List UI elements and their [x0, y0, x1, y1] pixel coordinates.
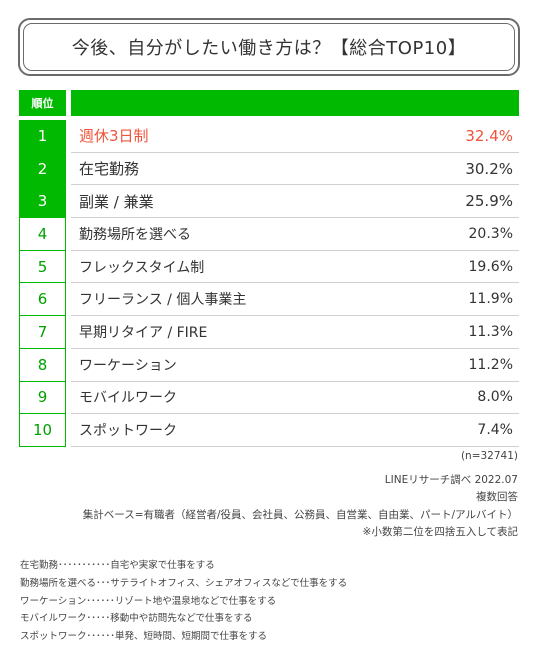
definition-line: ワーケーション･･････リゾート地や温泉地などで仕事をする — [20, 595, 277, 607]
table-header: 順位 — [19, 90, 519, 116]
header-bar — [71, 90, 519, 116]
row-content: スポットワーク 7.4% — [71, 414, 519, 447]
rank-number: 6 — [19, 283, 66, 317]
table-row: 7 早期リタイア / FIRE 11.3% — [19, 316, 519, 349]
definition-line: スポットワーク･･････単発、短時間、短期間で仕事をする — [20, 631, 268, 643]
table-row: 4 勤務場所を選べる 20.3% — [19, 218, 519, 251]
row-label: 週休3日制 — [79, 127, 149, 146]
source-note: LINEリサーチ調べ 2022.07 — [384, 473, 518, 486]
ranking-rows: 1 週休3日制 32.4% 2 在宅勤務 30.2% 3 副業 / 兼業 25.9% 4 勤務場所を… — [19, 120, 519, 447]
rank-column-header: 順位 — [19, 90, 66, 116]
table-row: 9 モバイルワーク 8.0% — [19, 381, 519, 415]
row-label: モバイルワーク — [79, 390, 177, 407]
table-row: 3 副業 / 兼業 25.9% — [19, 185, 519, 219]
definition-line: 在宅勤務･･･････････自宅や実家で仕事をする — [20, 560, 215, 571]
row-label: 副業 / 兼業 — [79, 192, 154, 211]
table-row: 10 スポットワーク 7.4% — [19, 414, 519, 447]
chart-title: 今後、自分がしたい働き方は？【総合TOP10】 — [23, 23, 515, 71]
row-value: 32.4% — [465, 126, 513, 145]
row-label: ワーケーション — [79, 357, 177, 374]
base-note: 集計ベース=有職者（経営者/役員、会社員、公務員、自営業、自由業、パート/アルバ… — [82, 508, 518, 521]
rounding-note: ※小数第二位を四捨五入して表記 — [362, 526, 518, 538]
row-content: フレックスタイム制 19.6% — [71, 251, 519, 284]
row-value: 25.9% — [465, 192, 513, 211]
title-frame-outer — [18, 18, 520, 76]
row-value: 11.2% — [468, 356, 513, 373]
definition-line: 勤務場所を選べる･･･サテライトオフィス、シェアオフィスなどで仕事をする — [20, 577, 348, 589]
row-content: ワーケーション 11.2% — [71, 349, 519, 382]
rank-number: 7 — [19, 316, 66, 349]
row-label: フレックスタイム制 — [79, 259, 205, 276]
row-content: モバイルワーク 8.0% — [71, 382, 519, 415]
row-value: 20.3% — [468, 225, 513, 242]
row-content: 週休3日制 32.4% — [71, 120, 519, 153]
row-label: 勤務場所を選べる — [79, 226, 191, 243]
row-label: 在宅勤務 — [79, 160, 140, 179]
row-label: フリーランス / 個人事業主 — [79, 292, 247, 309]
ranking-table: 順位 1 週休3日制 32.4% 2 在宅勤務 30.2% 3 副業 / 兼業 25.9% 4 勤務… — [19, 90, 519, 447]
row-content: フリーランス / 個人事業主 11.9% — [71, 283, 519, 317]
row-value: 7.4% — [477, 422, 513, 439]
row-content: 勤務場所を選べる 20.3% — [71, 218, 519, 251]
row-value: 11.3% — [468, 323, 513, 340]
notes-block: (n=32741) LINEリサーチ調べ 2022.07 複数回答 集計ベース=… — [38, 448, 518, 542]
multiple-answer-note: 複数回答 — [476, 491, 518, 503]
rank-number: 10 — [19, 414, 66, 447]
sample-size: (n=32741) — [460, 450, 518, 462]
row-content: 副業 / 兼業 25.9% — [71, 185, 519, 219]
row-value: 30.2% — [465, 159, 513, 178]
row-value: 11.9% — [468, 291, 513, 308]
definition-line: モバイルワーク･････移動中や訪問先などで仕事をする — [20, 613, 253, 625]
rank-number: 1 — [19, 120, 66, 153]
row-label: スポットワーク — [79, 423, 177, 440]
rank-number: 4 — [19, 218, 66, 251]
row-content: 在宅勤務 30.2% — [71, 153, 519, 186]
table-row: 8 ワーケーション 11.2% — [19, 348, 519, 382]
rank-number: 5 — [19, 250, 66, 284]
table-row: 6 フリーランス / 個人事業主 11.9% — [19, 283, 519, 317]
table-row: 2 在宅勤務 30.2% — [19, 152, 519, 186]
row-content: 早期リタイア / FIRE 11.3% — [71, 316, 519, 349]
rank-number: 2 — [19, 152, 66, 186]
table-row: 1 週休3日制 32.4% — [19, 120, 519, 153]
row-value: 8.0% — [477, 389, 513, 406]
row-label: 早期リタイア / FIRE — [79, 324, 208, 341]
table-row: 5 フレックスタイム制 19.6% — [19, 250, 519, 284]
definitions-block: 在宅勤務･･･････････自宅や実家で仕事をする 勤務場所を選べる･･･サテ… — [20, 557, 520, 646]
rank-number: 9 — [19, 381, 66, 415]
row-value: 19.6% — [468, 258, 513, 275]
rank-number: 8 — [19, 348, 66, 382]
rank-number: 3 — [19, 185, 66, 219]
